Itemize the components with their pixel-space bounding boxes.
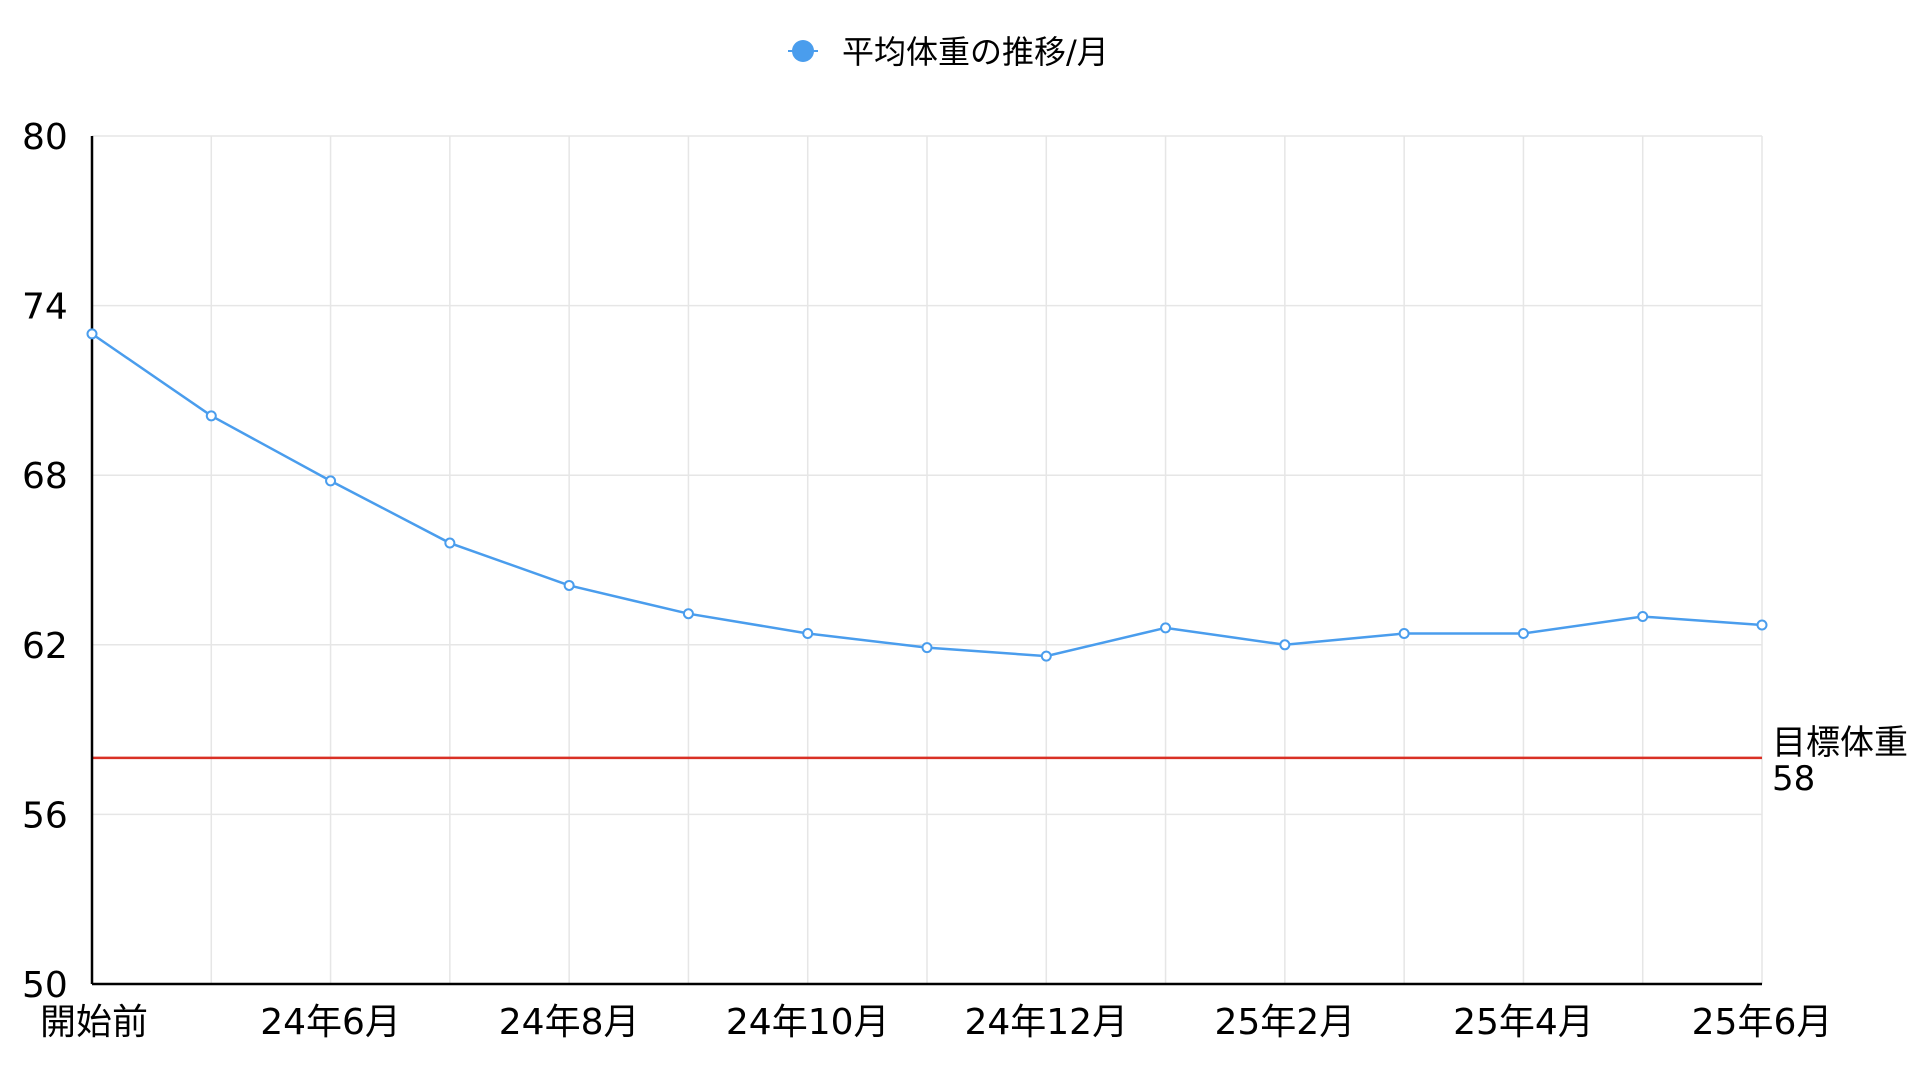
- data-point: [1637, 611, 1649, 623]
- data-point: [86, 328, 98, 340]
- x-tick-label: 24年12月: [964, 1002, 1128, 1043]
- data-point: [1756, 619, 1768, 631]
- target-weight-value: 58: [1772, 759, 1815, 799]
- data-point: [444, 537, 456, 549]
- data-point: [682, 608, 694, 620]
- x-tick-label: 24年6月: [260, 1002, 401, 1043]
- x-tick-label: 25年4月: [1453, 1002, 1594, 1043]
- y-tick-label: 80: [22, 117, 68, 158]
- x-tick-label: 24年8月: [499, 1002, 640, 1043]
- data-point: [325, 475, 337, 487]
- legend-label: 平均体重の推移/月: [842, 33, 1109, 71]
- y-tick-label: 68: [22, 456, 68, 497]
- data-point: [205, 410, 217, 422]
- x-tick-label: 25年6月: [1692, 1002, 1833, 1043]
- x-tick-label: 25年2月: [1214, 1002, 1355, 1043]
- target-weight-label: 目標体重: [1772, 723, 1908, 763]
- series-layer: [86, 328, 1768, 662]
- data-point: [563, 579, 575, 591]
- data-point: [921, 642, 933, 654]
- x-tick-label: 開始前: [40, 1002, 148, 1043]
- data-point: [1040, 650, 1052, 662]
- data-point: [1160, 622, 1172, 634]
- data-point: [1279, 639, 1291, 651]
- y-tick-label: 62: [22, 626, 68, 667]
- tick-label-layer: 50 56 62 68 74 80 開始前 24年6月 24年8月 24年10月 24年12月 25年…: [22, 117, 1832, 1043]
- data-point: [1398, 627, 1410, 639]
- y-tick-label: 50: [22, 965, 68, 1006]
- legend: 平均体重の推移/月: [788, 33, 1109, 71]
- y-tick-label: 56: [22, 795, 68, 836]
- data-point: [802, 627, 814, 639]
- axis-layer: [90, 136, 1762, 986]
- x-tick-label: 24年10月: [726, 1002, 890, 1043]
- y-tick-label: 74: [22, 287, 68, 328]
- data-point: [1517, 627, 1529, 639]
- grid-layer: [92, 135, 1763, 984]
